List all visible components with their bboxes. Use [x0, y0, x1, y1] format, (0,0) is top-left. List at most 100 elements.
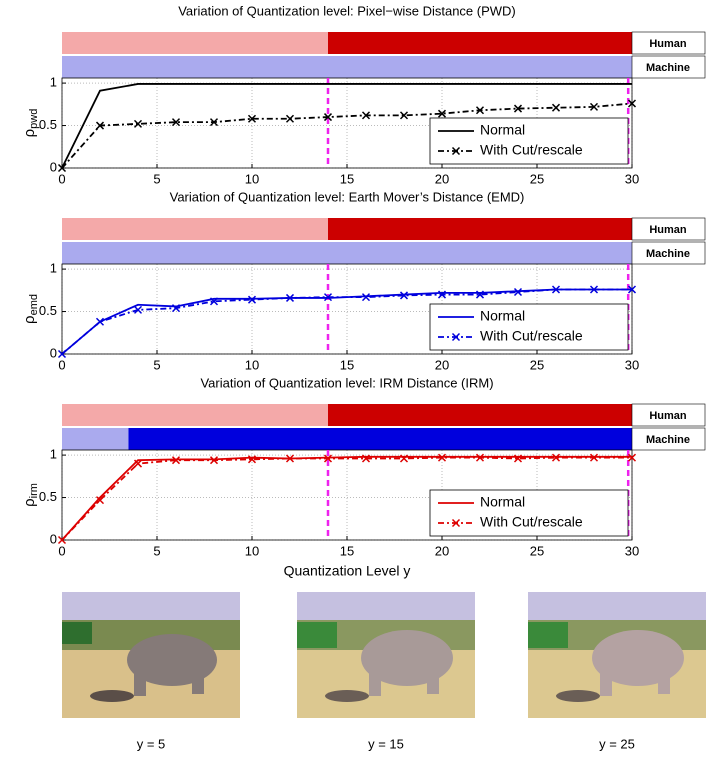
marker — [627, 99, 637, 108]
series-line — [61, 83, 632, 169]
y-label-symbol: ρ — [21, 129, 38, 138]
band-label: Machine — [646, 248, 690, 260]
marker — [95, 121, 105, 130]
y-axis-label: ρpwd — [21, 109, 40, 138]
series-line — [61, 455, 632, 541]
legend-box — [429, 489, 629, 537]
x-axis-label: Quantization Level y — [284, 563, 411, 579]
marker — [323, 113, 333, 122]
y-tick-label: 0 — [50, 159, 57, 174]
band-dark — [328, 404, 632, 426]
image-caption: y = 5 — [137, 736, 166, 751]
marker — [171, 118, 181, 127]
marker — [551, 285, 561, 294]
x-tick-label: 5 — [153, 171, 160, 186]
marker — [133, 305, 143, 314]
y-tick-label: 1 — [50, 75, 57, 90]
marker — [247, 295, 257, 304]
x-tick-label: 20 — [435, 357, 449, 372]
marker — [361, 293, 371, 302]
x-tick-label: 5 — [153, 357, 160, 372]
marker — [513, 104, 523, 113]
chart-title: Variation of Quantization level: IRM Dis… — [200, 375, 493, 390]
chart-title: Variation of Quantization level: Pixel−w… — [178, 3, 516, 18]
band-label: Human — [649, 410, 687, 422]
y-label-subscript: pwd — [28, 109, 40, 129]
band-label: Machine — [646, 62, 690, 74]
photo — [62, 592, 240, 718]
marker — [551, 453, 561, 462]
marker — [209, 456, 219, 465]
marker — [95, 496, 105, 505]
band-label-box — [631, 217, 706, 241]
marker — [589, 453, 599, 462]
y-label-subscript: emd — [28, 294, 40, 315]
marker — [513, 287, 523, 297]
y-axis-label: ρemd — [21, 294, 40, 324]
marker — [285, 454, 295, 463]
band-label: Machine — [646, 434, 690, 446]
axes-frame — [61, 449, 633, 541]
marker — [551, 103, 561, 112]
marker — [399, 454, 409, 463]
marker — [133, 119, 143, 128]
marker — [247, 114, 257, 123]
photo — [297, 592, 475, 718]
legend-box — [429, 117, 629, 165]
x-tick-label: 30 — [625, 171, 639, 186]
legend-marker — [451, 146, 461, 156]
band-label-box — [631, 241, 706, 265]
x-tick-label: 15 — [340, 357, 354, 372]
marker — [589, 285, 599, 294]
band-light — [62, 428, 129, 450]
marker — [589, 102, 599, 111]
y-tick-label: 1 — [50, 447, 57, 462]
legend-label: With Cut/rescale — [480, 514, 583, 530]
band-light — [62, 218, 328, 240]
x-tick-label: 15 — [340, 543, 354, 558]
marker — [361, 111, 371, 120]
image-caption: y = 15 — [368, 736, 404, 751]
marker — [247, 455, 257, 464]
x-tick-label: 30 — [625, 357, 639, 372]
band-light — [62, 32, 328, 54]
marker — [437, 290, 447, 299]
band-label: Human — [649, 38, 687, 50]
x-tick-label: 10 — [245, 171, 259, 186]
marker — [475, 453, 485, 462]
x-tick-label: 25 — [530, 543, 544, 558]
band-label: Human — [649, 224, 687, 236]
x-tick-label: 5 — [153, 543, 160, 558]
chart-title: Variation of Quantization level: Earth M… — [170, 189, 525, 204]
band-dark — [328, 218, 632, 240]
y-axis-label: ρirm — [21, 483, 40, 507]
band-light — [62, 242, 632, 264]
marker — [361, 454, 371, 463]
band-light — [62, 56, 632, 78]
legend-label: With Cut/rescale — [480, 328, 583, 344]
legend-label: Normal — [480, 308, 525, 324]
band-light — [62, 404, 328, 426]
y-tick-label: 1 — [50, 261, 57, 276]
marker — [57, 349, 67, 359]
marker — [209, 118, 219, 127]
x-tick-label: 20 — [435, 171, 449, 186]
marker — [57, 163, 67, 173]
marker — [171, 456, 181, 465]
x-tick-label: 10 — [245, 543, 259, 558]
y-label-symbol: ρ — [21, 315, 38, 324]
legend-marker — [451, 518, 461, 528]
marker — [285, 293, 295, 302]
marker — [285, 114, 295, 123]
band-label-box — [631, 403, 706, 427]
x-tick-label: 20 — [435, 543, 449, 558]
marker — [209, 297, 219, 306]
marker — [171, 304, 181, 313]
series-line — [61, 102, 633, 169]
axes-frame — [61, 77, 633, 169]
y-tick-label: 0 — [50, 345, 57, 360]
legend-label: Normal — [480, 494, 525, 510]
marker — [57, 535, 67, 545]
marker — [627, 453, 637, 462]
marker — [323, 293, 333, 302]
